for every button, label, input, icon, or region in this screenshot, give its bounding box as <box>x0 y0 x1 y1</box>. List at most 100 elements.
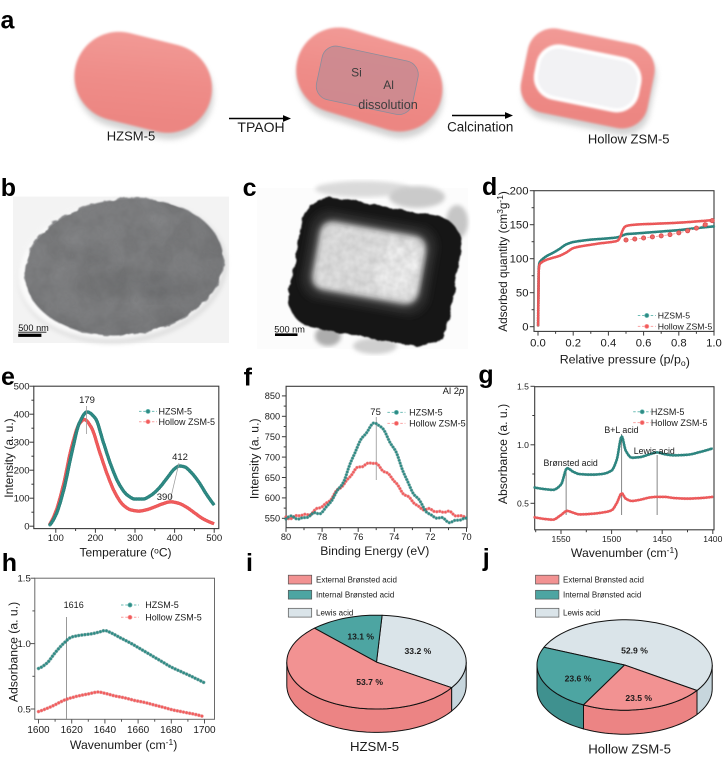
svg-text:Hollow ZSM-5: Hollow ZSM-5 <box>651 418 708 428</box>
svg-text:Hollow ZSM-5: Hollow ZSM-5 <box>588 132 670 147</box>
svg-text:Al 2p: Al 2p <box>443 386 465 397</box>
svg-text:HZSM-5: HZSM-5 <box>145 600 179 610</box>
svg-text:HZSM-5: HZSM-5 <box>107 129 155 144</box>
svg-text:Absorbance (a. u.): Absorbance (a. u.) <box>496 404 510 504</box>
svg-text:Al: Al <box>383 78 394 92</box>
svg-text:500: 500 <box>14 382 30 393</box>
svg-text:72: 72 <box>425 532 435 542</box>
svg-text:Internal Brønsted acid: Internal Brønsted acid <box>563 591 641 600</box>
svg-text:1.0: 1.0 <box>17 639 30 650</box>
svg-text:0.8: 0.8 <box>671 337 687 349</box>
svg-text:Lewis acid: Lewis acid <box>316 609 353 618</box>
svg-text:Temperature (oC): Temperature (oC) <box>79 545 171 559</box>
svg-text:0.0: 0.0 <box>530 337 546 349</box>
svg-text:c: c <box>243 174 257 202</box>
svg-text:HZSM-5: HZSM-5 <box>350 739 399 754</box>
svg-text:650: 650 <box>265 473 280 483</box>
svg-text:i: i <box>246 549 253 577</box>
svg-text:0.2: 0.2 <box>565 337 581 349</box>
svg-text:1500: 1500 <box>602 534 621 544</box>
svg-text:External Brønsted acid: External Brønsted acid <box>316 575 397 584</box>
svg-text:76: 76 <box>353 532 363 542</box>
svg-text:Relative pressure (p/po): Relative pressure (p/po) <box>560 353 690 370</box>
svg-text:600: 600 <box>265 493 280 503</box>
svg-text:1700: 1700 <box>193 725 216 736</box>
svg-text:1.0: 1.0 <box>517 440 529 450</box>
svg-text:75: 75 <box>370 407 381 418</box>
svg-text:80: 80 <box>281 532 291 542</box>
svg-text:78: 78 <box>317 532 327 542</box>
svg-text:300: 300 <box>14 438 30 449</box>
svg-text:1680: 1680 <box>160 725 183 736</box>
svg-text:1400: 1400 <box>703 534 722 544</box>
svg-text:HZSM-5: HZSM-5 <box>409 408 443 418</box>
svg-text:Brønsted acid: Brønsted acid <box>544 458 598 468</box>
svg-text:Wavenumber (cm-1): Wavenumber (cm-1) <box>70 737 177 752</box>
svg-text:HZSM-5: HZSM-5 <box>159 407 193 417</box>
svg-text:1616: 1616 <box>64 600 84 610</box>
svg-text:Intensity (a. u.): Intensity (a. u.) <box>2 418 16 497</box>
svg-text:Calcination: Calcination <box>447 119 513 134</box>
svg-text:Binding Energy (eV): Binding Energy (eV) <box>320 544 429 558</box>
svg-text:Lewis acid: Lewis acid <box>563 609 600 618</box>
svg-text:1660: 1660 <box>127 725 150 736</box>
svg-text:300: 300 <box>127 533 143 544</box>
svg-text:1.5: 1.5 <box>17 574 30 585</box>
svg-text:100: 100 <box>510 254 529 266</box>
svg-text:200: 200 <box>87 533 103 544</box>
svg-text:0: 0 <box>522 322 528 334</box>
svg-text:Hollow ZSM-5: Hollow ZSM-5 <box>145 613 202 623</box>
svg-text:HZSM-5: HZSM-5 <box>658 311 691 321</box>
svg-text:TPAOH: TPAOH <box>237 119 284 135</box>
svg-text:1600: 1600 <box>27 725 50 736</box>
svg-text:b: b <box>1 174 16 202</box>
svg-text:dissolution: dissolution <box>358 98 418 112</box>
svg-text:500: 500 <box>206 533 222 544</box>
svg-text:500 nm: 500 nm <box>274 325 305 335</box>
svg-text:h: h <box>2 549 17 577</box>
svg-text:Hollow ZSM-5: Hollow ZSM-5 <box>159 417 216 427</box>
svg-text:52.9 %: 52.9 % <box>621 645 648 655</box>
svg-text:800: 800 <box>265 412 280 422</box>
svg-text:d: d <box>482 173 497 201</box>
svg-text:1620: 1620 <box>61 725 84 736</box>
svg-text:150: 150 <box>510 220 529 232</box>
svg-text:HZSM-5: HZSM-5 <box>651 407 685 417</box>
svg-text:Hollow ZSM-5: Hollow ZSM-5 <box>658 322 713 332</box>
svg-text:0.6: 0.6 <box>636 337 652 349</box>
svg-text:200: 200 <box>14 466 30 477</box>
svg-text:Internal Brønsted acid: Internal Brønsted acid <box>316 591 394 600</box>
svg-text:74: 74 <box>389 532 399 542</box>
svg-text:0: 0 <box>24 522 29 533</box>
svg-text:Wavenumber (cm-1): Wavenumber (cm-1) <box>571 545 678 560</box>
svg-text:70: 70 <box>461 532 471 542</box>
svg-text:1640: 1640 <box>94 725 117 736</box>
svg-text:412: 412 <box>172 452 188 463</box>
svg-text:500 nm: 500 nm <box>18 323 49 333</box>
svg-text:100: 100 <box>48 533 64 544</box>
svg-text:200: 200 <box>510 186 529 198</box>
svg-text:179: 179 <box>79 395 95 406</box>
svg-text:23.6 %: 23.6 % <box>565 673 592 683</box>
svg-text:550: 550 <box>265 514 280 524</box>
svg-text:700: 700 <box>265 452 280 462</box>
svg-text:Lewis acid: Lewis acid <box>634 446 675 456</box>
svg-text:0.5: 0.5 <box>17 704 30 715</box>
svg-text:0.5: 0.5 <box>517 499 529 509</box>
svg-text:Si: Si <box>351 66 362 80</box>
svg-text:External Brønsted acid: External Brønsted acid <box>563 575 644 584</box>
svg-text:a: a <box>1 7 16 35</box>
svg-text:f: f <box>244 364 253 392</box>
svg-text:B+L acid: B+L acid <box>604 425 638 435</box>
svg-text:400: 400 <box>167 533 183 544</box>
svg-text:Adsorbance (a. u.): Adsorbance (a. u.) <box>7 602 21 702</box>
svg-text:100: 100 <box>14 494 30 505</box>
svg-text:e: e <box>1 363 15 391</box>
svg-text:750: 750 <box>265 432 280 442</box>
svg-text:Hollow ZSM-5: Hollow ZSM-5 <box>588 742 671 757</box>
svg-text:53.7 %: 53.7 % <box>356 677 383 687</box>
svg-text:400: 400 <box>14 410 30 421</box>
svg-text:Adsorbed quantity (cm3g-1): Adsorbed quantity (cm3g-1) <box>495 191 510 332</box>
svg-text:1.0: 1.0 <box>706 337 722 349</box>
svg-text:1550: 1550 <box>551 534 570 544</box>
